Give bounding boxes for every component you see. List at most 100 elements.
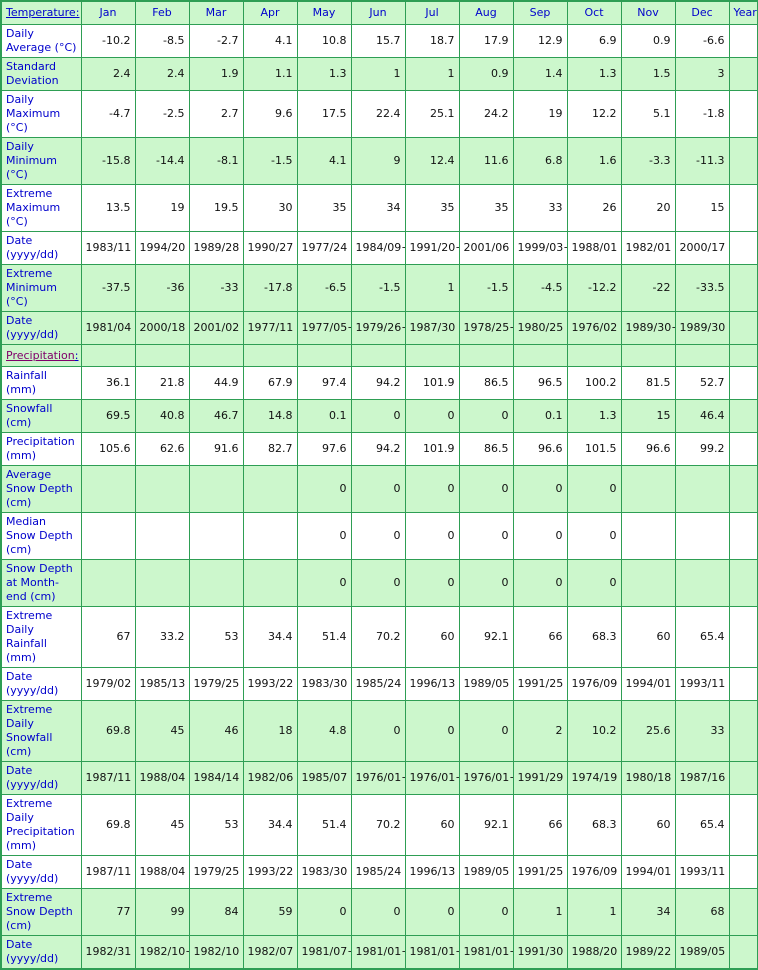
cell-may: 97.4 [296,366,352,400]
cell-apr [242,512,298,560]
column-header-jul[interactable]: Jul [404,0,460,25]
cell-sep: 0.1 [512,399,568,433]
cell-year [728,465,758,513]
cell-jul: 1 [404,57,460,91]
table-row: Extreme Snow Depth (cm) 77 99 84 59 0 0 0 0 1 1 34 6… [0,888,758,936]
cell-may: 10.8 [296,24,352,58]
table-row: Average Snow Depth (cm)000000D [0,465,758,513]
row-label: Average Snow Depth (cm) [0,465,82,513]
cell-aug: 0 [458,512,514,560]
row-label: Date (yyyy/dd) [0,667,82,701]
cell-oct: 10.2 [566,700,622,762]
cell-oct: 1976/09 [566,667,622,701]
cell-jul: 101.9 [404,366,460,400]
table-row: Precipitation (mm) 105.6 62.6 91.6 82.7 97.6 9… [0,432,758,466]
row-label: Snow Depth at Month-end (cm) [0,559,82,607]
cell-sep: 1999/03+ [512,231,568,265]
table-row: Extreme Maximum (°C) 13.5 19 19.5 30 35 34 35 35… [0,184,758,232]
table-header-row: Temperature: Jan Feb Mar Apr May Jun Jul Aug Sep O… [0,0,758,25]
cell-jan: 1982/31 [80,935,136,970]
cell-year [728,24,758,58]
row-label: Extreme Daily Snowfall (cm) [0,700,82,762]
column-header-sep[interactable]: Sep [512,0,568,25]
cell-nov: 1989/30+ [620,311,676,345]
row-label: Extreme Maximum (°C) [0,184,82,232]
cell-dec: 52.7 [674,366,730,400]
cell-feb: 45 [134,700,190,762]
cell-apr [242,559,298,607]
cell-jul: 1996/13 [404,667,460,701]
cell-year [728,57,758,91]
cell-nov: 5.1 [620,90,676,138]
cell-dec [674,559,730,607]
column-header-jan[interactable]: Jan [80,0,136,25]
cell-oct: 1.3 [566,57,622,91]
row-label: Date (yyyy/dd) [0,761,82,795]
cell-dec: 1989/30 [674,311,730,345]
cell-jul: 0 [404,465,460,513]
cell-jul: 60 [404,794,460,856]
cell-apr: 67.9 [242,366,298,400]
column-header-apr[interactable]: Apr [242,0,298,25]
cell-nov: 1980/18 [620,761,676,795]
cell-feb: 99 [134,888,190,936]
cell-nov: 60 [620,794,676,856]
cell-may: 0 [296,465,352,513]
section-banner-cell [296,344,352,367]
cell-jan: -10.2 [80,24,136,58]
cell-oct: 68.3 [566,606,622,668]
cell-jan: 69.8 [80,700,136,762]
cell-nov: 96.6 [620,432,676,466]
cell-apr: 4.1 [242,24,298,58]
cell-feb: 1988/04 [134,761,190,795]
cell-oct: 6.9 [566,24,622,58]
cell-aug: 0.9 [458,57,514,91]
cell-mar: 91.6 [188,432,244,466]
cell-sep: 0 [512,559,568,607]
row-label: Date (yyyy/dd) [0,311,82,345]
column-header-oct[interactable]: Oct [566,0,622,25]
column-header-dec[interactable]: Dec [674,0,730,25]
section-banner-precipitation: Precipitation: [0,344,758,367]
cell-aug: 0 [458,465,514,513]
cell-jul: 0 [404,700,460,762]
cell-jul: 101.9 [404,432,460,466]
cell-jan: 36.1 [80,366,136,400]
cell-mar: -8.1 [188,137,244,185]
column-header-may[interactable]: May [296,0,352,25]
cell-dec: 65.4 [674,606,730,668]
cell-year [728,231,758,265]
cell-year [728,559,758,607]
cell-feb: 1988/04 [134,855,190,889]
cell-apr: -1.5 [242,137,298,185]
table-row: Extreme Minimum (°C) -37.5 -36 -33 -17.8 -6.5… [0,264,758,312]
section-colon: : [74,348,79,362]
cell-mar: 2.7 [188,90,244,138]
column-header-nov[interactable]: Nov [620,0,676,25]
cell-jul: 1 [404,264,460,312]
table-row: Extreme Daily Precipitation (mm) 69.8 45 53… [0,794,758,856]
cell-may: -6.5 [296,264,352,312]
cell-dec: 2000/17 [674,231,730,265]
cell-aug: 1981/01+ [458,935,514,970]
column-header-feb[interactable]: Feb [134,0,190,25]
cell-dec: 1993/11 [674,855,730,889]
table-row: Rainfall (mm) 36.1 21.8 44.9 67.9 97.4 94.2 101… [0,366,758,400]
cell-jul: 0 [404,888,460,936]
column-header-aug[interactable]: Aug [458,0,514,25]
cell-nov: 1989/22 [620,935,676,970]
column-header-year[interactable]: Year [728,0,758,25]
cell-jan: 77 [80,888,136,936]
cell-nov: -3.3 [620,137,676,185]
cell-aug: 1976/01+ [458,761,514,795]
column-header-jun[interactable]: Jun [350,0,406,25]
cell-oct: 1988/01 [566,231,622,265]
row-label: Extreme Snow Depth (cm) [0,888,82,936]
row-label: Snowfall (cm) [0,399,82,433]
cell-jun: 94.2 [350,432,406,466]
table-row: Date (yyyy/dd) 1981/04 2000/18 2001/02 1977/… [0,311,758,345]
column-header-mar[interactable]: Mar [188,0,244,25]
section-banner-cell [80,344,136,367]
section-banner-cell [458,344,514,367]
